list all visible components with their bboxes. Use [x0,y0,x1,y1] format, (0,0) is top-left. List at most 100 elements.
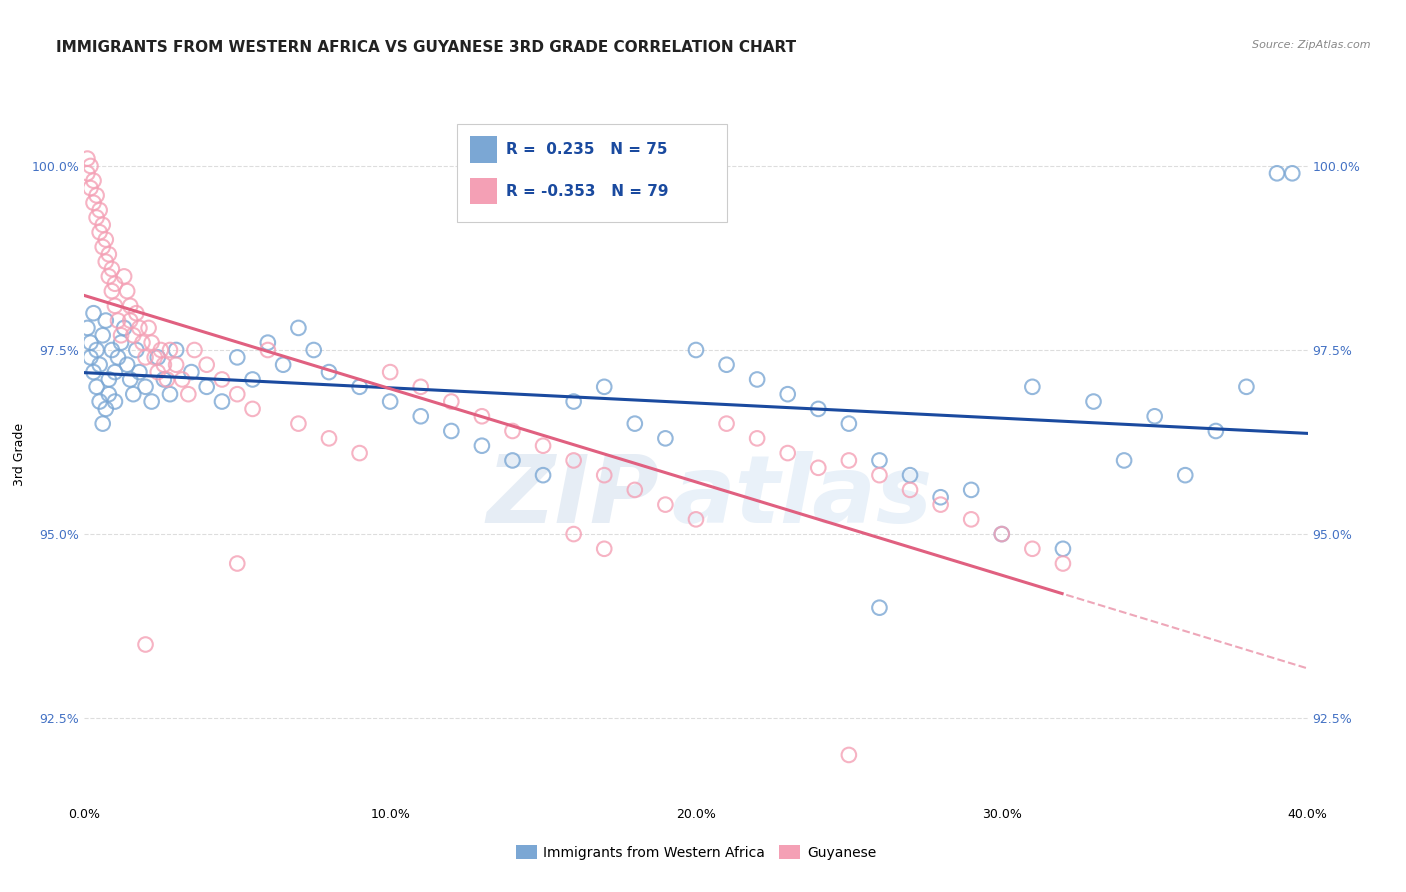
Point [183,343,205,357]
Point [120,313,142,327]
Text: R =  0.235   N = 75: R = 0.235 N = 75 [506,142,668,157]
Point [101,262,124,277]
Legend: Immigrants from Western Africa, Guyanese: Immigrants from Western Africa, Guyanese [510,840,882,865]
Point [79,181,101,195]
Point [562,527,585,541]
Point [287,417,309,431]
Point [869,600,891,615]
Point [287,321,309,335]
Point [104,299,127,313]
Point [211,394,233,409]
Point [79,351,101,365]
Point [1265,166,1288,180]
Point [685,512,707,526]
Point [89,225,111,239]
Point [960,512,983,526]
Point [131,335,153,350]
Point [838,417,860,431]
Point [898,483,921,497]
Point [141,394,163,409]
Point [593,380,616,394]
Point [242,372,264,386]
Point [91,218,114,232]
Point [86,211,108,225]
Point [991,527,1014,541]
Point [115,284,138,298]
Point [409,409,432,424]
Point [159,387,181,401]
Point [165,358,187,372]
Point [128,365,150,379]
Point [86,343,108,357]
Point [869,453,891,467]
Point [960,483,983,497]
Point [838,453,860,467]
Point [128,321,150,335]
Point [349,380,371,394]
Point [211,372,233,386]
Point [94,254,117,268]
Point [165,343,187,357]
Point [440,424,463,438]
Point [76,166,98,180]
FancyBboxPatch shape [470,178,496,204]
Point [349,446,371,460]
Point [76,152,98,166]
Point [226,351,249,365]
Text: Source: ZipAtlas.com: Source: ZipAtlas.com [1253,40,1371,50]
Point [302,343,325,357]
Point [76,321,98,335]
Point [89,394,111,409]
Point [1114,453,1136,467]
Point [257,343,280,357]
Point [380,365,402,379]
Point [271,358,294,372]
Point [624,417,647,431]
Point [440,394,463,409]
Point [716,417,738,431]
Point [776,387,799,401]
Point [110,335,132,350]
Point [135,638,157,652]
Point [898,468,921,483]
Text: atlas: atlas [672,450,932,542]
Text: ZIP: ZIP [486,450,659,542]
Point [226,387,249,401]
Point [149,343,172,357]
Point [991,527,1014,541]
Point [153,372,176,386]
Text: IMMIGRANTS FROM WESTERN AFRICA VS GUYANESE 3RD GRADE CORRELATION CHART: IMMIGRANTS FROM WESTERN AFRICA VS GUYANE… [56,40,796,55]
Point [747,431,769,445]
Point [107,351,129,365]
Point [107,313,129,327]
Point [146,351,169,365]
Point [94,233,117,247]
Point [685,343,707,357]
Text: R = -0.353   N = 79: R = -0.353 N = 79 [506,184,669,199]
Point [471,439,494,453]
Point [110,328,132,343]
Point [86,380,108,394]
Point [1021,541,1043,556]
Point [125,343,148,357]
Point [94,401,117,416]
Point [1143,409,1166,424]
Point [146,365,169,379]
Point [776,446,799,460]
Point [807,401,830,416]
Point [1236,380,1258,394]
Point [409,380,432,394]
Point [502,453,524,467]
Point [138,321,160,335]
Point [135,380,157,394]
Point [97,372,120,386]
Point [226,557,249,571]
Point [1205,424,1227,438]
Point [380,394,402,409]
Point [195,358,218,372]
FancyBboxPatch shape [470,136,496,162]
Point [195,380,218,394]
Point [104,394,127,409]
Point [86,188,108,202]
Point [159,343,181,357]
